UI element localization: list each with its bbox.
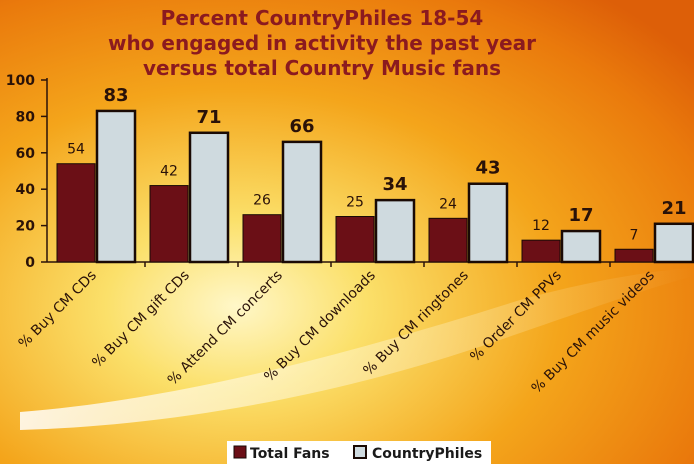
data-label: 66 — [289, 116, 314, 137]
bar-total-fans — [242, 214, 282, 263]
bar-total-fans — [521, 239, 561, 263]
data-label: 21 — [661, 198, 686, 219]
bar-countryphiles — [95, 109, 137, 264]
data-label: 34 — [382, 174, 407, 195]
bar-countryphiles — [467, 182, 509, 264]
y-tick-label: 0 — [25, 255, 35, 271]
chart-title-line-3: versus total Country Music fans — [143, 56, 501, 80]
bar-countryphiles — [188, 131, 230, 264]
bar-total-fans — [149, 185, 189, 263]
data-label: 83 — [103, 85, 128, 106]
bars: 54 83 42 71 26 66 25 34 24 43 12 17 7 21 — [56, 85, 694, 267]
bar-total-fans — [428, 217, 468, 263]
legend: Total Fans CountryPhiles — [227, 441, 491, 464]
data-label: 12 — [532, 218, 550, 234]
data-label: 71 — [196, 107, 221, 128]
bar-total-fans — [614, 248, 654, 263]
legend-swatch-total-fans — [233, 445, 247, 459]
chart-title-line-2: who engaged in activity the past year — [108, 31, 536, 55]
data-label: 26 — [253, 193, 271, 209]
y-tick-label: 100 — [6, 73, 35, 89]
y-tick-label: 20 — [16, 219, 36, 235]
background-swoosh — [20, 268, 694, 430]
data-label: 7 — [630, 227, 639, 243]
data-label: 54 — [67, 142, 85, 158]
bar-countryphiles — [374, 198, 416, 264]
bar-total-fans — [335, 216, 375, 263]
bar-countryphiles — [560, 229, 602, 264]
legend-label-total-fans: Total Fans — [250, 446, 330, 462]
legend-swatch-countryphiles — [353, 445, 367, 459]
y-tick-label: 40 — [16, 182, 36, 198]
data-label: 42 — [160, 164, 178, 180]
chart-title-line-1: Percent CountryPhiles 18-54 — [161, 6, 484, 30]
bar-total-fans — [56, 163, 96, 263]
data-label: 25 — [346, 195, 364, 211]
bar-countryphiles — [653, 222, 694, 264]
data-label: 17 — [568, 205, 593, 226]
y-tick-label: 60 — [16, 146, 36, 162]
data-label: 24 — [439, 196, 457, 212]
y-tick-label: 80 — [16, 109, 36, 125]
bar-countryphiles — [281, 140, 323, 264]
data-label: 43 — [475, 158, 500, 179]
legend-label-countryphiles: CountryPhiles — [372, 446, 482, 462]
